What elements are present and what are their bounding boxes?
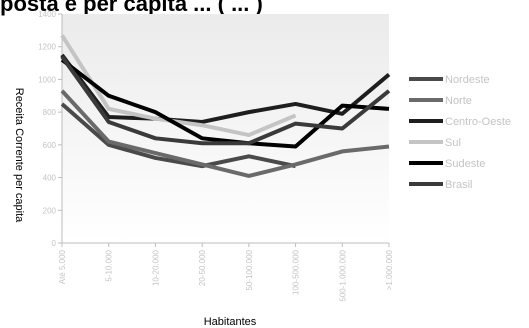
y-axis-title: Receita Corrente per capita — [13, 88, 25, 223]
legend-label: Nordeste — [445, 74, 490, 86]
y-tick-label: 1200 — [38, 43, 56, 52]
legend-item-nordeste: Nordeste — [409, 74, 490, 86]
x-tick-label: 100-500.000 — [292, 249, 301, 294]
y-tick-label: 800 — [43, 108, 57, 117]
y-tick-label: 200 — [43, 206, 57, 215]
series-sul — [60, 34, 297, 138]
legend-label: Brasil — [445, 179, 473, 191]
legend-label: Sudeste — [445, 158, 485, 170]
series-norte — [60, 89, 390, 178]
series-line-sudeste — [60, 58, 390, 149]
chart-title: posta e per capita ... ( ... ) — [0, 0, 263, 16]
legend-item-sudeste: Sudeste — [409, 158, 485, 170]
legend-item-brasil: Brasil — [409, 179, 473, 191]
y-tick-label: 400 — [43, 174, 57, 183]
y-tick-label: 600 — [43, 141, 57, 150]
x-tick-label: Até 5.000 — [58, 249, 67, 284]
x-tick-label: >1.000.000 — [385, 249, 394, 290]
series-brasil — [60, 55, 391, 146]
legend-label: Sul — [445, 137, 461, 149]
y-tick-label: 0 — [52, 239, 57, 248]
series-line-sul — [60, 34, 297, 138]
series-line-nordeste — [60, 102, 296, 169]
x-tick-label: 10-20.000 — [151, 249, 160, 286]
x-axis-title: Habitantes — [204, 316, 257, 328]
x-tick-label: 5-10.000 — [105, 249, 114, 281]
legend-label: Norte — [445, 95, 472, 107]
legend-item-centro-oeste: Centro-Oeste — [409, 116, 511, 128]
x-tick-label: 20-50.000 — [198, 249, 207, 286]
series-line-norte — [60, 89, 390, 178]
x-tick-label: 50-100.000 — [245, 249, 254, 290]
legend-item-sul: Sul — [409, 137, 461, 149]
x-tick-label: 500-1.000.000 — [338, 249, 347, 301]
y-tick-label: 1400 — [38, 10, 56, 19]
y-tick-label: 1000 — [38, 75, 56, 84]
legend-label: Centro-Oeste — [445, 116, 511, 128]
series-line-brasil — [60, 55, 391, 146]
legend-item-norte: Norte — [409, 95, 472, 107]
